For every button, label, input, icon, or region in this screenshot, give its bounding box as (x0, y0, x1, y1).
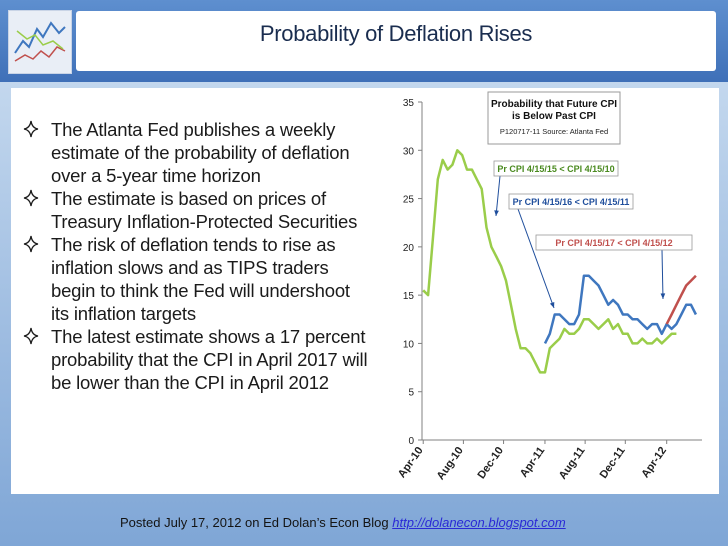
annotation-box (508, 193, 634, 210)
x-tick-label: Dec-10 (475, 445, 506, 481)
bullet-text: The estimate is based on prices of Treas… (51, 188, 358, 232)
annotation-arrow (517, 208, 555, 309)
y-tick-label: 25 (403, 195, 415, 206)
series-line-2 (543, 274, 698, 344)
x-tick-label: Apr-11 (518, 445, 547, 480)
series-line-3 (665, 274, 697, 325)
chart-axes: 0 5 10 15 20 25 30 35 Apr-10 Aug-10 Dec-10 Apr-11 Au… (396, 98, 702, 482)
x-tick-label: Aug-11 (557, 445, 588, 482)
y-tick-label: 35 (403, 98, 415, 109)
y-tick-label: 30 (403, 146, 415, 157)
y-tick-label: 15 (403, 291, 415, 302)
bullet-item: The estimate is based on prices of Treas… (20, 187, 370, 233)
x-tick-label: Dec-11 (598, 445, 628, 481)
annotation-arrowhead (549, 302, 555, 308)
bullet-text: The risk of deflation tends to rise as i… (51, 234, 350, 324)
bullet-item: The risk of deflation tends to rise as i… (20, 233, 370, 325)
x-tick-label: Apr-12 (639, 445, 669, 480)
blog-logo (8, 10, 72, 74)
bullet-item: The latest estimate shows a 17 percent p… (20, 325, 370, 394)
four-point-star-icon (23, 235, 39, 253)
y-tick-label: 10 (403, 339, 415, 350)
four-point-star-icon (23, 189, 39, 207)
page-title: Probability of Deflation Rises (259, 21, 533, 46)
footer: Posted July 17, 2012 on Ed Dolan’s Econ … (120, 515, 566, 530)
title-box: Probability of Deflation Rises (76, 11, 716, 71)
y-tick-label: 0 (408, 436, 414, 447)
footer-text: Posted July 17, 2012 on Ed Dolan’s Econ … (120, 515, 389, 530)
chart-thumbnail-icon (9, 11, 71, 73)
four-point-star-icon (23, 327, 39, 345)
chart-title-line-2: is Below Past CPI (512, 111, 596, 122)
annotation-label: Pr CPI 4/15/16 < CPI 4/15/11 (513, 197, 630, 207)
annotation-arrowhead (660, 293, 666, 299)
chart-title-box (487, 91, 621, 145)
x-tick-label: Apr-10 (396, 445, 426, 480)
annotation-box (493, 160, 619, 177)
annotation-label: Pr CPI 4/15/17 < CPI 4/15/12 (555, 238, 672, 248)
deflation-probability-chart: 0 5 10 15 20 25 30 35 Apr-10 Aug-10 Dec-10 Apr-11 Au… (396, 91, 702, 482)
annotation-box (535, 234, 693, 251)
bullet-item: The Atlanta Fed publishes a weekly estim… (20, 118, 370, 187)
bullet-text: The latest estimate shows a 17 percent p… (51, 326, 368, 393)
bullet-text: The Atlanta Fed publishes a weekly estim… (51, 119, 350, 186)
chart-title-line-1: Probability that Future CPI (491, 99, 617, 110)
four-point-star-icon (23, 120, 39, 138)
chart-subtitle: P120717-11 Source: Atlanta Fed (500, 127, 608, 136)
annotation-arrowhead (494, 210, 499, 216)
annotation-label: Pr CPI 4/15/15 < CPI 4/15/10 (497, 164, 614, 174)
y-tick-label: 20 (403, 243, 415, 254)
series-layer (422, 149, 698, 374)
annotation-arrow (661, 249, 664, 300)
annotation-arrow (495, 175, 501, 217)
chart-panel: 0 5 10 15 20 25 30 35 Apr-10 Aug-10 Dec-10 Apr-11 Au… (376, 88, 718, 494)
x-tick-label: Aug-10 (435, 445, 466, 482)
y-tick-label: 5 (408, 388, 414, 399)
series-line-1 (422, 149, 677, 374)
bullet-list: The Atlanta Fed publishes a weekly estim… (20, 118, 370, 394)
blog-link[interactable]: http://dolanecon.blogspot.com (392, 515, 566, 530)
